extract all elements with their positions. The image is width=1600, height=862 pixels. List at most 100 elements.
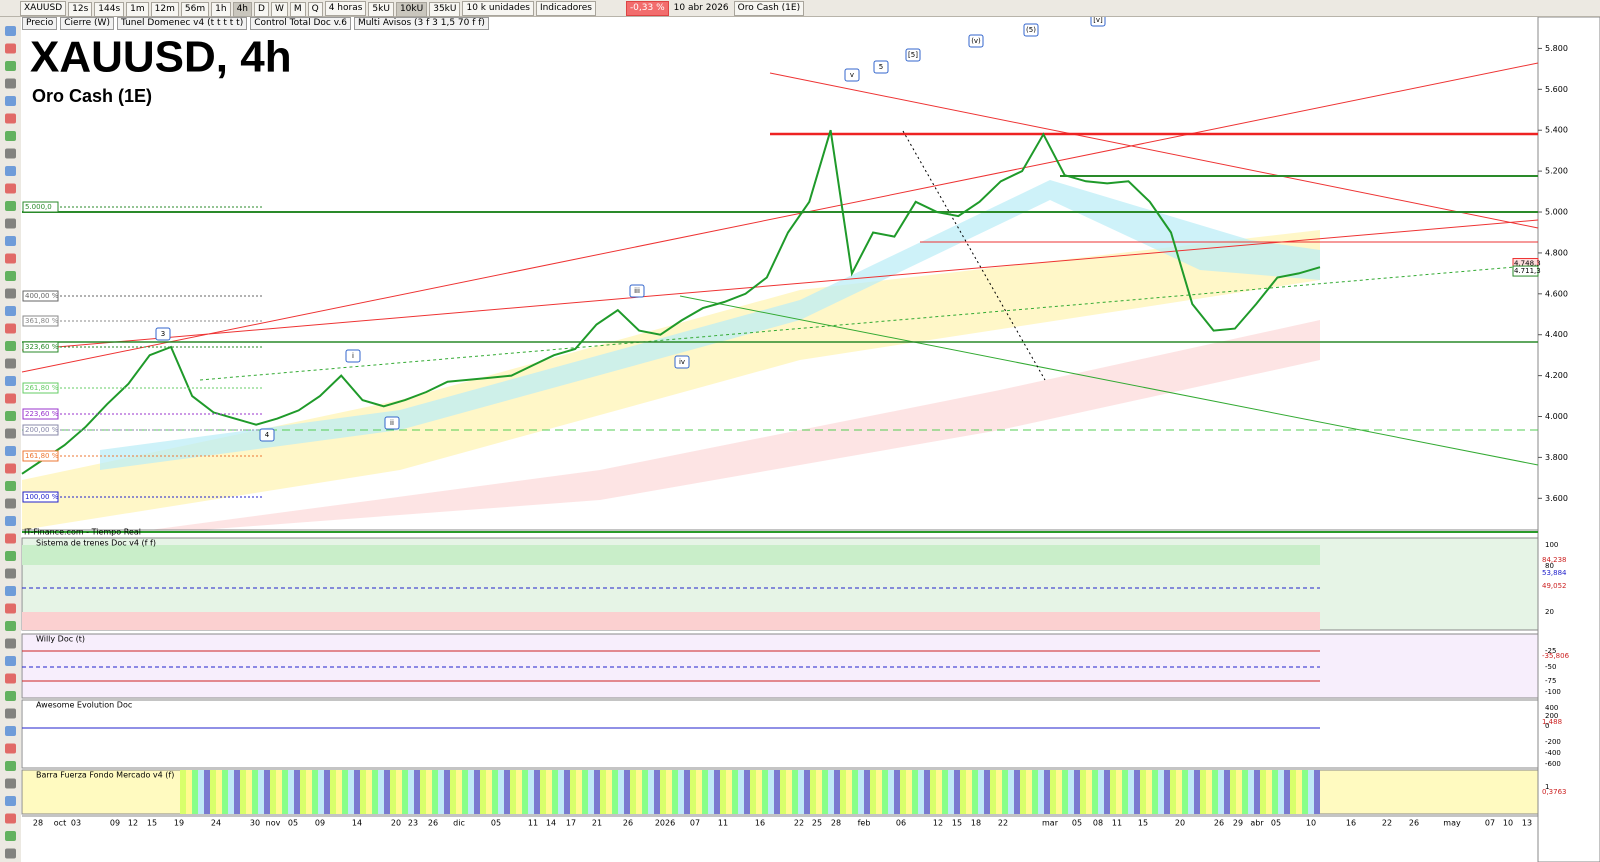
timeframe-button[interactable]: 12m bbox=[150, 1, 179, 17]
panel-bar bbox=[246, 770, 252, 814]
unit-button[interactable]: 5kU bbox=[368, 1, 394, 17]
tool-icon[interactable] bbox=[5, 603, 16, 614]
tool-icon[interactable] bbox=[5, 638, 16, 649]
tool-icon[interactable] bbox=[5, 743, 16, 754]
timeframe-button[interactable]: W bbox=[270, 1, 288, 17]
timeframe-button[interactable]: 1m bbox=[126, 1, 149, 17]
indicators-button[interactable]: Indicadores bbox=[535, 0, 596, 16]
price-line bbox=[21, 129, 1321, 475]
panel-bar bbox=[624, 770, 630, 814]
panel-bar bbox=[1212, 770, 1218, 814]
tool-icon[interactable] bbox=[5, 813, 16, 824]
panel-bar bbox=[366, 770, 372, 814]
tool-icon[interactable] bbox=[5, 778, 16, 789]
tool-icon[interactable] bbox=[5, 656, 16, 666]
tool-icon[interactable] bbox=[5, 393, 16, 404]
tool-icon[interactable] bbox=[5, 463, 16, 474]
timeframe-button[interactable]: 12s bbox=[68, 1, 93, 17]
tool-icon[interactable] bbox=[5, 358, 16, 369]
timeframe-button[interactable]: 56m bbox=[180, 1, 210, 17]
unit-button[interactable]: 35kU bbox=[429, 1, 461, 17]
tool-icon[interactable] bbox=[5, 726, 16, 736]
tool-icon[interactable] bbox=[5, 148, 16, 159]
tool-icon[interactable] bbox=[5, 428, 16, 439]
tool-icon[interactable] bbox=[5, 201, 16, 211]
tool-icon[interactable] bbox=[5, 341, 16, 351]
tool-icon[interactable] bbox=[5, 61, 16, 71]
tool-icon[interactable] bbox=[5, 78, 16, 89]
tool-icon[interactable] bbox=[5, 498, 16, 509]
legend-item[interactable]: Multi Avisos (3 f 3 1,5 70 f f) bbox=[353, 17, 489, 30]
timeframe-button[interactable]: M bbox=[289, 1, 306, 17]
legend-item[interactable]: Tunel Domenec v4 (t t t t t) bbox=[116, 17, 248, 30]
tool-icon[interactable] bbox=[5, 691, 16, 701]
panel-bar bbox=[186, 770, 192, 814]
x-tick-label: 10 bbox=[1503, 819, 1513, 828]
x-tick-label: 18 bbox=[971, 819, 981, 828]
tool-icon[interactable] bbox=[5, 288, 16, 299]
tool-icon[interactable] bbox=[5, 218, 16, 229]
tool-icon[interactable] bbox=[5, 26, 16, 36]
tool-icon[interactable] bbox=[5, 533, 16, 544]
unit-select[interactable]: 10 k unidades bbox=[462, 0, 534, 16]
tool-icon[interactable] bbox=[5, 271, 16, 281]
tool-icon[interactable] bbox=[5, 446, 16, 456]
panel-bar bbox=[210, 770, 216, 814]
timeframe-button[interactable]: Q bbox=[307, 1, 323, 17]
tool-icon[interactable] bbox=[5, 253, 16, 264]
tool-icon[interactable] bbox=[5, 131, 16, 141]
panel-bar bbox=[882, 770, 888, 814]
period-select[interactable]: 4 horas bbox=[324, 0, 367, 16]
x-tick-label: 28 bbox=[33, 819, 43, 828]
tool-icon[interactable] bbox=[5, 708, 16, 719]
tool-icon[interactable] bbox=[5, 796, 16, 806]
last-price-label: 4.748,3 bbox=[1514, 259, 1541, 267]
legend-item[interactable]: Cierre (W) bbox=[60, 17, 114, 30]
tool-icon[interactable] bbox=[5, 551, 16, 561]
panel-title: Barra Fuerza Fondo Mercado v4 (f) bbox=[36, 771, 174, 780]
tool-icon[interactable] bbox=[5, 113, 16, 124]
x-tick-label: mar bbox=[1042, 819, 1059, 828]
tool-icon[interactable] bbox=[5, 586, 16, 596]
x-tick-label: 29 bbox=[1233, 819, 1243, 828]
panel-bar bbox=[852, 770, 858, 814]
timeframe-button[interactable]: 1h bbox=[211, 1, 231, 17]
tool-icon[interactable] bbox=[5, 673, 16, 684]
panel-tick-label: -600 bbox=[1545, 760, 1561, 768]
timeframe-button[interactable]: D bbox=[254, 1, 269, 17]
panel-bar bbox=[564, 770, 570, 814]
panel-bar bbox=[672, 770, 678, 814]
tool-icon[interactable] bbox=[5, 516, 16, 526]
panel-bar bbox=[660, 770, 666, 814]
tool-icon[interactable] bbox=[5, 481, 16, 491]
panel-bar bbox=[1266, 770, 1272, 814]
tool-icon[interactable] bbox=[5, 236, 16, 246]
wave-box bbox=[155, 327, 171, 341]
tool-icon[interactable] bbox=[5, 43, 16, 54]
legend-item[interactable]: Precio bbox=[22, 17, 58, 30]
tool-icon[interactable] bbox=[5, 831, 16, 841]
panel-bar bbox=[864, 770, 870, 814]
timeframe-button[interactable]: 4h bbox=[232, 1, 253, 17]
tool-icon[interactable] bbox=[5, 96, 16, 106]
panel-bar bbox=[1236, 770, 1242, 814]
tool-icon[interactable] bbox=[5, 183, 16, 194]
x-tick-label: dic bbox=[453, 819, 465, 828]
panel-bar bbox=[912, 770, 918, 814]
tool-icon[interactable] bbox=[5, 306, 16, 316]
tool-icon[interactable] bbox=[5, 848, 16, 859]
tool-icon[interactable] bbox=[5, 166, 16, 176]
tool-icon[interactable] bbox=[5, 376, 16, 386]
tool-icon[interactable] bbox=[5, 761, 16, 771]
unit-button[interactable]: 10kU bbox=[395, 1, 428, 17]
panel-bar bbox=[894, 770, 900, 814]
fib-box bbox=[22, 290, 59, 302]
tool-icon[interactable] bbox=[5, 323, 16, 334]
tool-icon[interactable] bbox=[5, 568, 16, 579]
legend-item[interactable]: Control Total Doc v.6 bbox=[250, 17, 351, 30]
tool-icon[interactable] bbox=[5, 411, 16, 421]
symbol-box[interactable]: XAUUSD bbox=[20, 0, 67, 16]
tool-icon[interactable] bbox=[5, 621, 16, 631]
timeframe-button[interactable]: 144s bbox=[94, 1, 125, 17]
